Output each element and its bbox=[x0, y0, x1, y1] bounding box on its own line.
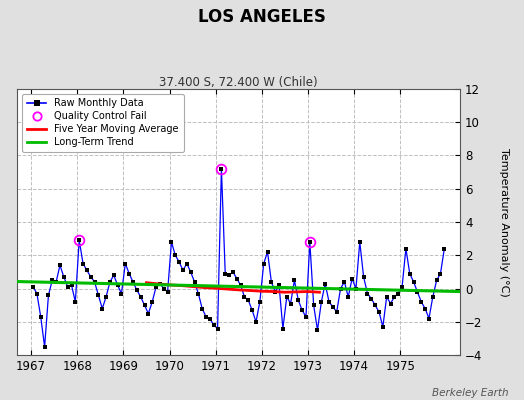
Title: 37.400 S, 72.400 W (Chile): 37.400 S, 72.400 W (Chile) bbox=[159, 76, 318, 89]
Text: LOS ANGELES: LOS ANGELES bbox=[198, 8, 326, 26]
Text: Berkeley Earth: Berkeley Earth bbox=[432, 388, 508, 398]
Y-axis label: Temperature Anomaly (°C): Temperature Anomaly (°C) bbox=[499, 148, 509, 296]
Legend: Raw Monthly Data, Quality Control Fail, Five Year Moving Average, Long-Term Tren: Raw Monthly Data, Quality Control Fail, … bbox=[22, 94, 183, 152]
